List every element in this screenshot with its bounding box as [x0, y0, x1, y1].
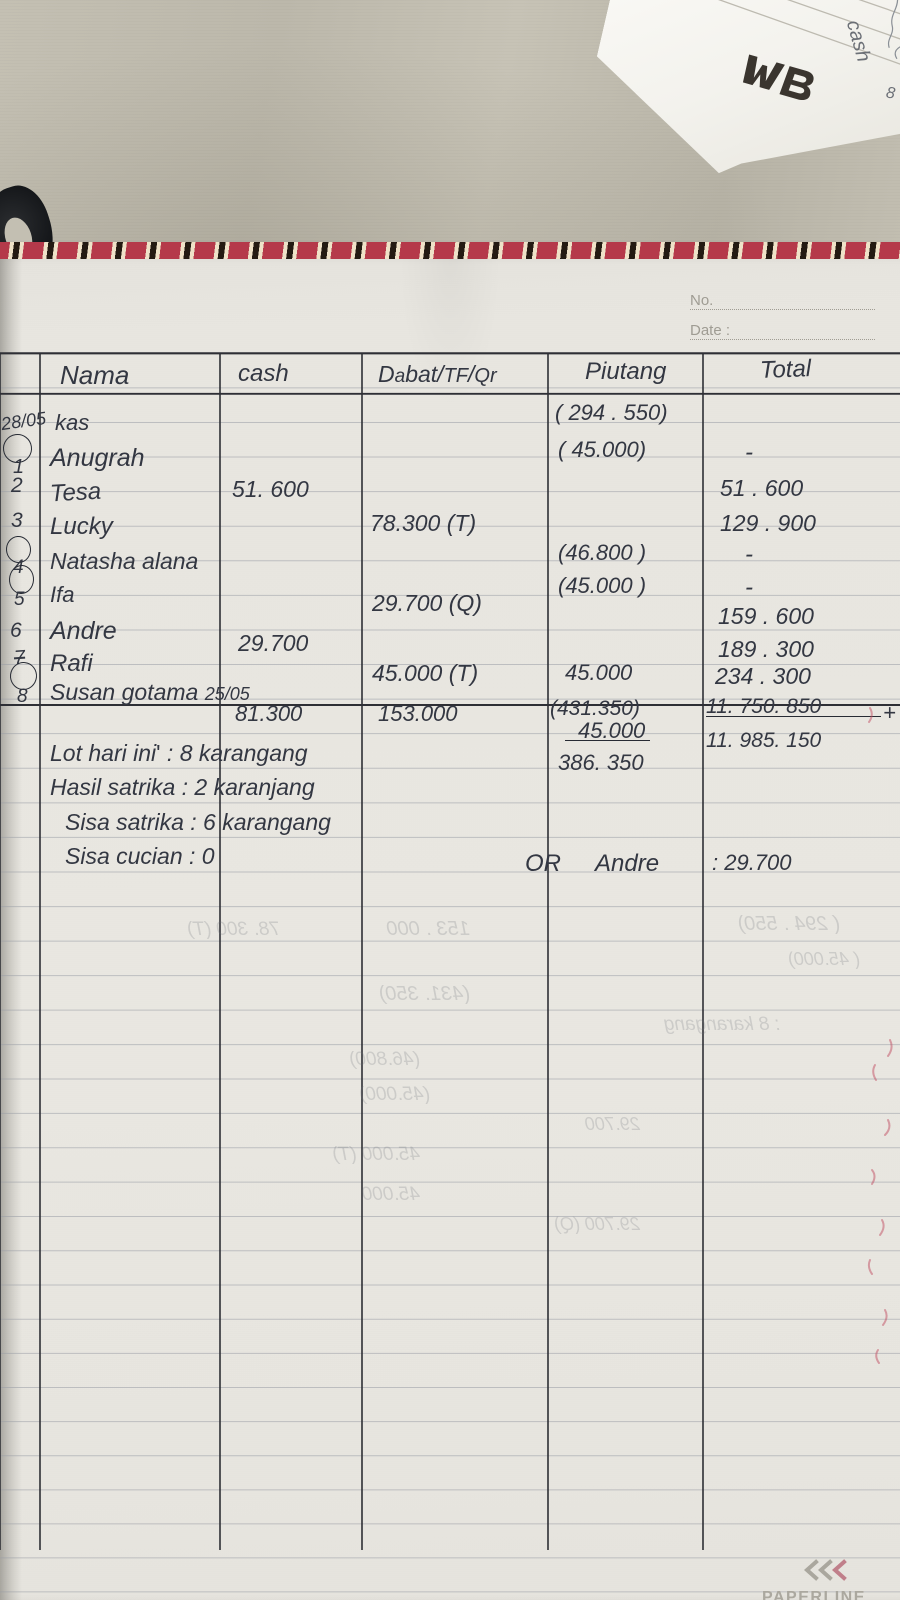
svg-text:(46.800): (46.800) — [349, 1049, 420, 1070]
svg-text:45.000: 45.000 — [361, 1184, 420, 1205]
svg-text:29.700 (Q): 29.700 (Q) — [554, 1214, 641, 1234]
svg-text:45.000 (T): 45.000 (T) — [332, 1144, 420, 1165]
svg-text:153 . 000: 153 . 000 — [387, 918, 470, 940]
svg-text:( 294 . 550): ( 294 . 550) — [738, 913, 840, 935]
svg-text:: 8 karangang: : 8 karangang — [663, 1014, 780, 1035]
svg-text:29.700: 29.700 — [585, 1114, 641, 1134]
svg-text:(45.000): (45.000) — [359, 1084, 430, 1105]
svg-text:78. 300 (T): 78. 300 (T) — [187, 919, 280, 940]
svg-text:(431. 350): (431. 350) — [379, 983, 470, 1005]
